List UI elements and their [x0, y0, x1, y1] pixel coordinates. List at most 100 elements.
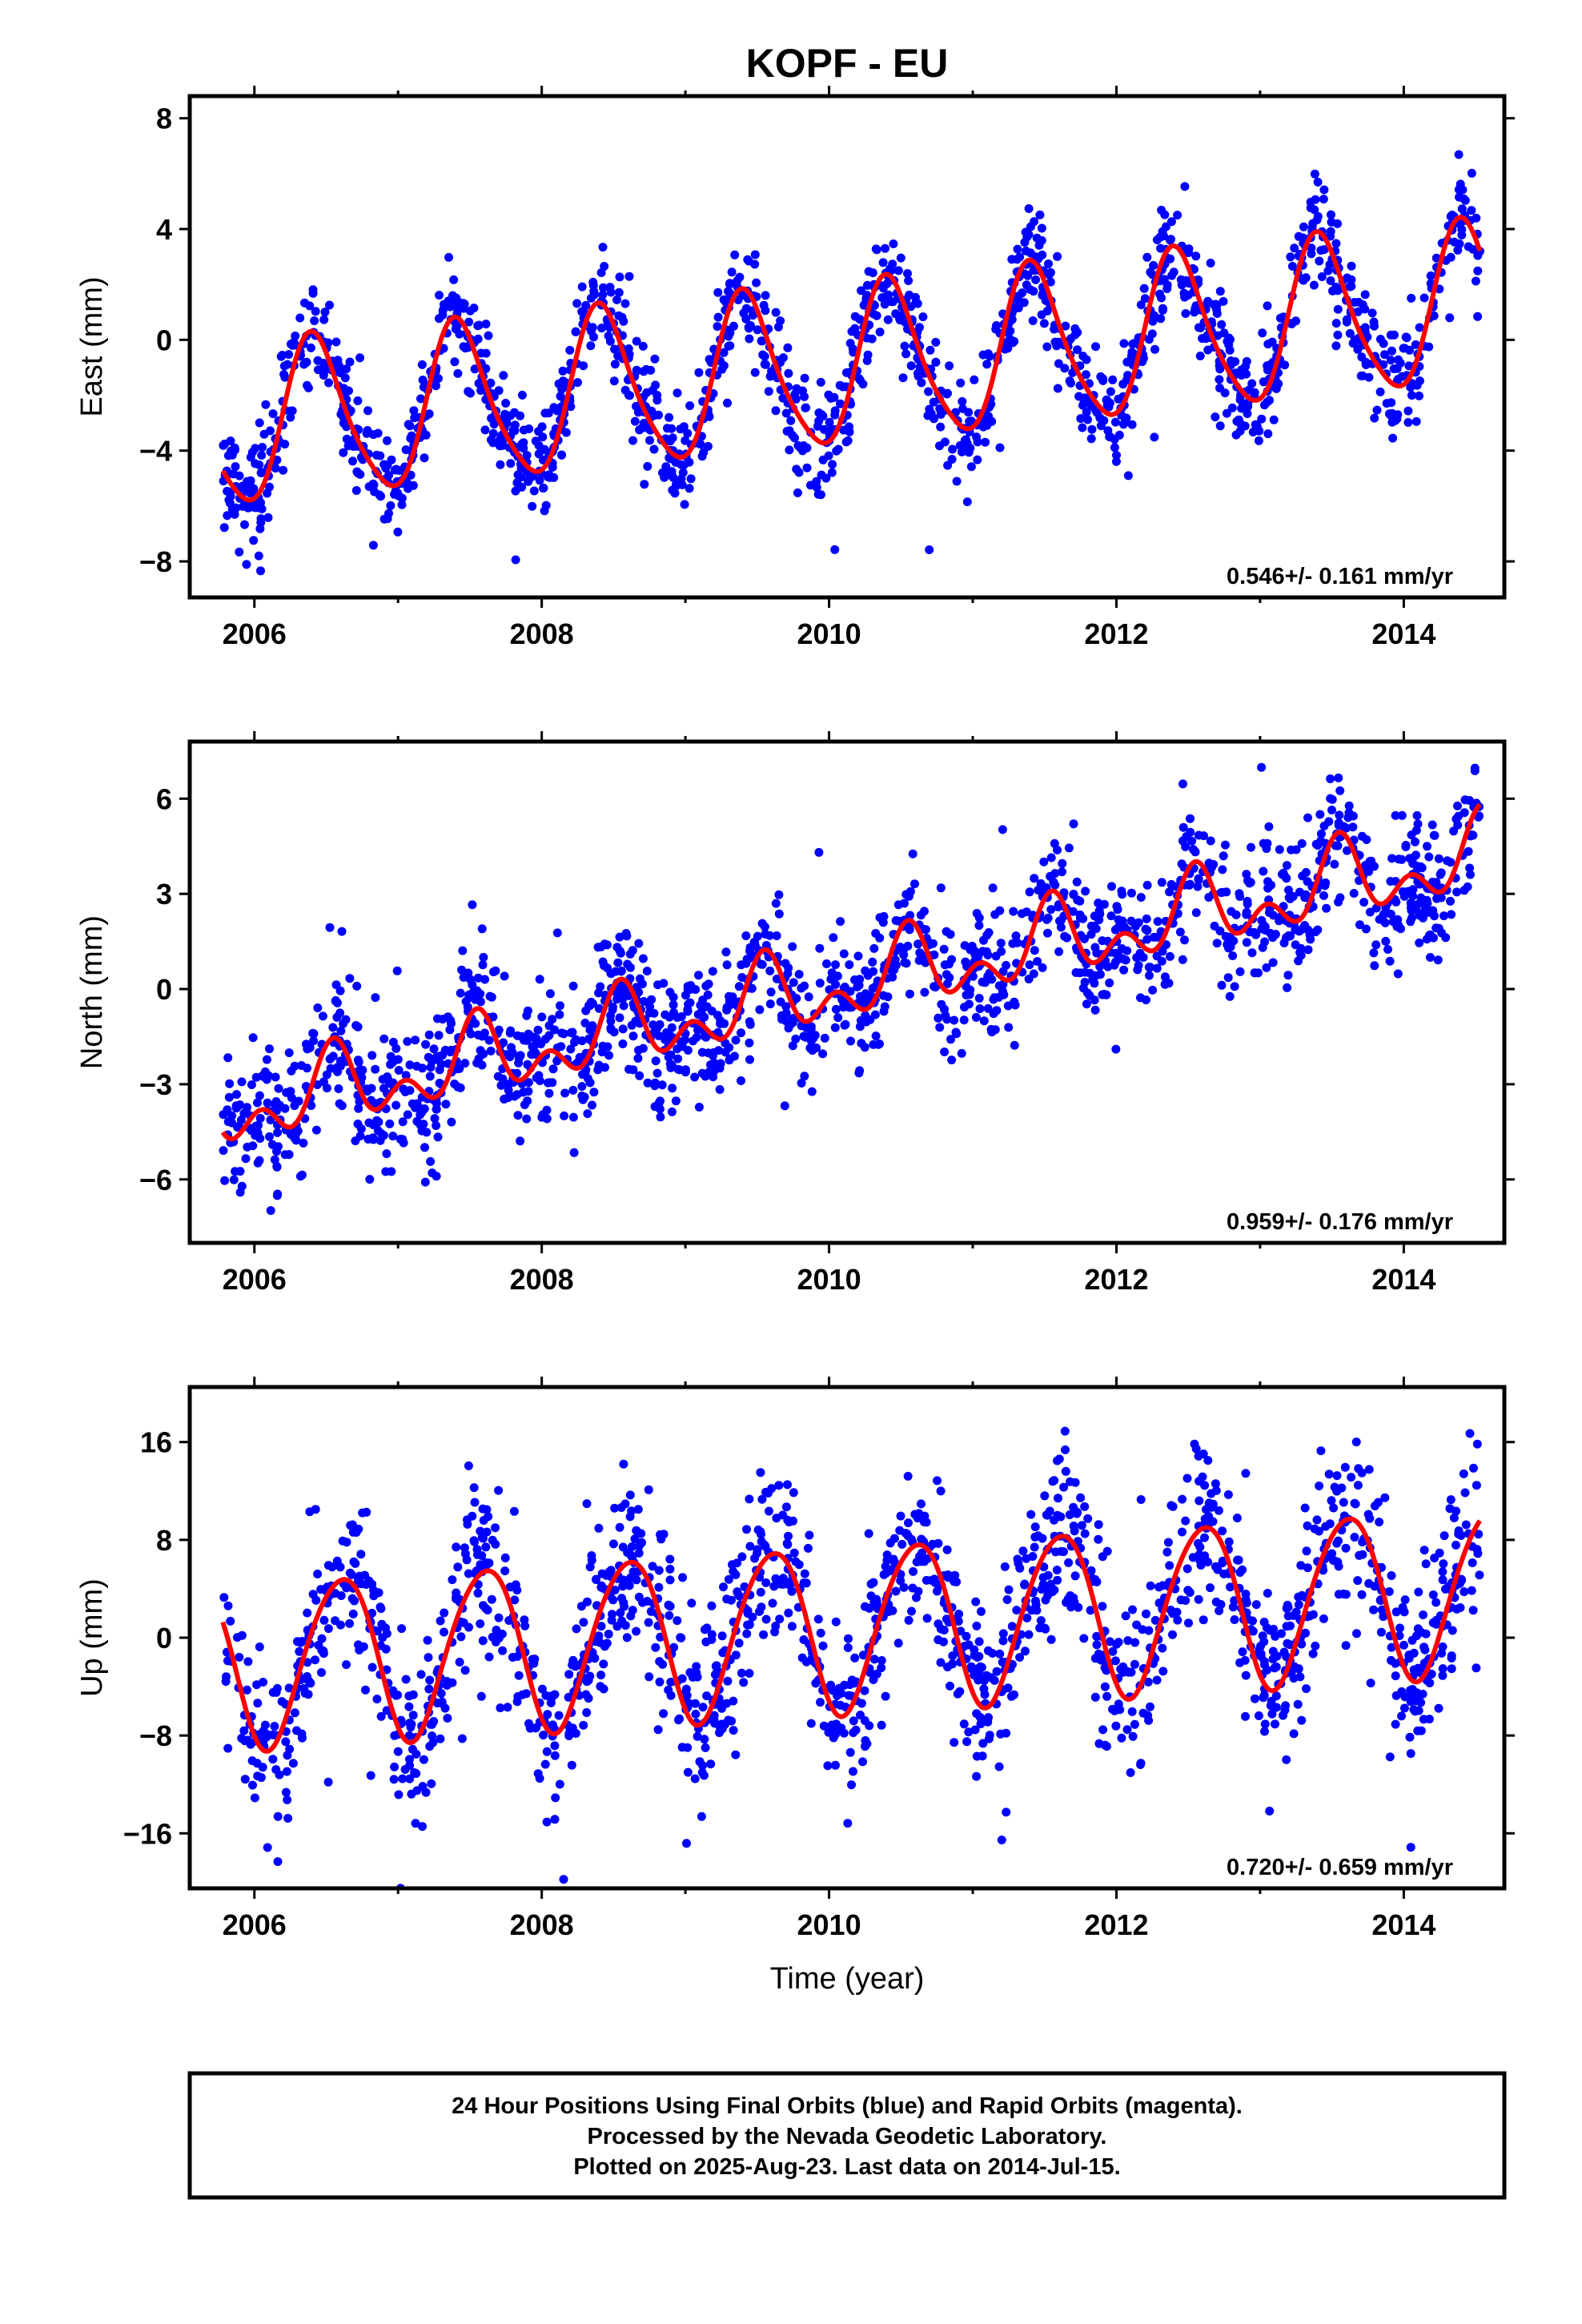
data-point: [929, 397, 938, 407]
data-point: [1228, 1602, 1238, 1612]
data-point: [272, 1162, 282, 1172]
data-point: [861, 966, 870, 975]
data-point: [1189, 845, 1198, 854]
data-point: [1030, 1532, 1040, 1542]
data-point: [252, 1680, 262, 1690]
data-point: [1223, 973, 1233, 983]
data-point: [558, 366, 568, 376]
data-point: [1048, 1477, 1058, 1486]
data-point: [1231, 910, 1241, 919]
data-point: [443, 1714, 452, 1723]
data-point: [745, 1055, 754, 1064]
data-point: [1379, 911, 1387, 921]
data-point: [933, 1476, 942, 1486]
data-point: [1367, 308, 1377, 318]
data-point: [1060, 1426, 1070, 1436]
data-point: [1364, 1578, 1374, 1588]
data-point: [1383, 945, 1392, 954]
data-point: [457, 1734, 467, 1743]
data-point: [896, 1576, 905, 1586]
data-point: [479, 952, 488, 962]
data-point: [1411, 340, 1420, 349]
data-point: [452, 1588, 461, 1598]
data-point: [573, 378, 582, 388]
data-point: [823, 1761, 833, 1771]
data-point: [849, 1767, 857, 1776]
data-point: [479, 1516, 488, 1525]
data-point: [345, 1618, 355, 1628]
data-point: [677, 1633, 686, 1642]
data-point: [1142, 914, 1151, 923]
data-point: [1416, 893, 1426, 903]
data-point: [1345, 328, 1355, 338]
data-point: [597, 324, 606, 333]
data-point: [920, 987, 930, 997]
data-point: [785, 445, 794, 455]
data-point: [606, 1011, 615, 1020]
data-point: [1215, 287, 1225, 296]
data-point: [1370, 321, 1379, 331]
data-point: [555, 1010, 564, 1019]
data-point: [1438, 1671, 1447, 1680]
data-point: [757, 1494, 767, 1504]
data-point: [1268, 958, 1278, 967]
data-point: [268, 1687, 278, 1697]
data-point: [1195, 352, 1205, 360]
data-point: [1178, 1527, 1186, 1537]
data-point: [1243, 899, 1252, 909]
data-point: [500, 1566, 510, 1576]
data-point: [974, 994, 984, 1003]
data-point: [1370, 413, 1379, 423]
data-point: [764, 1489, 773, 1498]
data-point: [898, 946, 908, 955]
data-point: [813, 1614, 823, 1624]
data-point: [896, 1511, 905, 1521]
data-point: [226, 1616, 235, 1626]
data-point: [394, 1066, 404, 1075]
data-point: [713, 312, 723, 322]
data-point: [882, 279, 892, 288]
data-point: [985, 352, 994, 361]
data-point: [881, 243, 889, 253]
data-point: [904, 1518, 913, 1528]
data-point: [1124, 1667, 1134, 1677]
data-point: [1037, 223, 1046, 233]
data-point: [559, 1029, 568, 1039]
data-point: [360, 1570, 370, 1580]
data-point: [1110, 443, 1119, 452]
data-point: [604, 1051, 614, 1060]
data-point: [728, 1560, 737, 1570]
data-point: [1214, 1506, 1223, 1515]
data-point: [1380, 1493, 1390, 1502]
data-point: [354, 1104, 363, 1113]
data-point: [1092, 1640, 1102, 1650]
data-point: [1310, 169, 1319, 179]
data-point: [712, 1661, 721, 1671]
data-point: [1287, 320, 1296, 328]
data-point: [1287, 262, 1297, 271]
data-point: [869, 943, 879, 953]
x-tick-label: 2010: [797, 617, 861, 650]
data-point: [799, 1578, 809, 1588]
data-point: [708, 967, 717, 976]
data-point: [1112, 450, 1121, 460]
data-point: [432, 381, 440, 391]
data-point: [1327, 210, 1335, 219]
data-point: [833, 971, 842, 981]
data-point: [1136, 993, 1145, 1003]
data-point: [367, 1608, 377, 1618]
data-point: [411, 1819, 420, 1828]
data-point: [1118, 420, 1128, 429]
data-point: [683, 428, 693, 438]
data-point: [1228, 951, 1238, 960]
data-point: [1010, 1040, 1019, 1050]
data-point: [1194, 1594, 1203, 1604]
data-point: [1072, 877, 1082, 887]
data-point: [942, 1015, 952, 1024]
data-point: [1139, 283, 1149, 293]
data-point: [339, 448, 348, 457]
data-point: [1159, 231, 1168, 241]
data-point: [1475, 811, 1484, 821]
data-point: [730, 250, 740, 259]
data-point: [1002, 960, 1011, 970]
